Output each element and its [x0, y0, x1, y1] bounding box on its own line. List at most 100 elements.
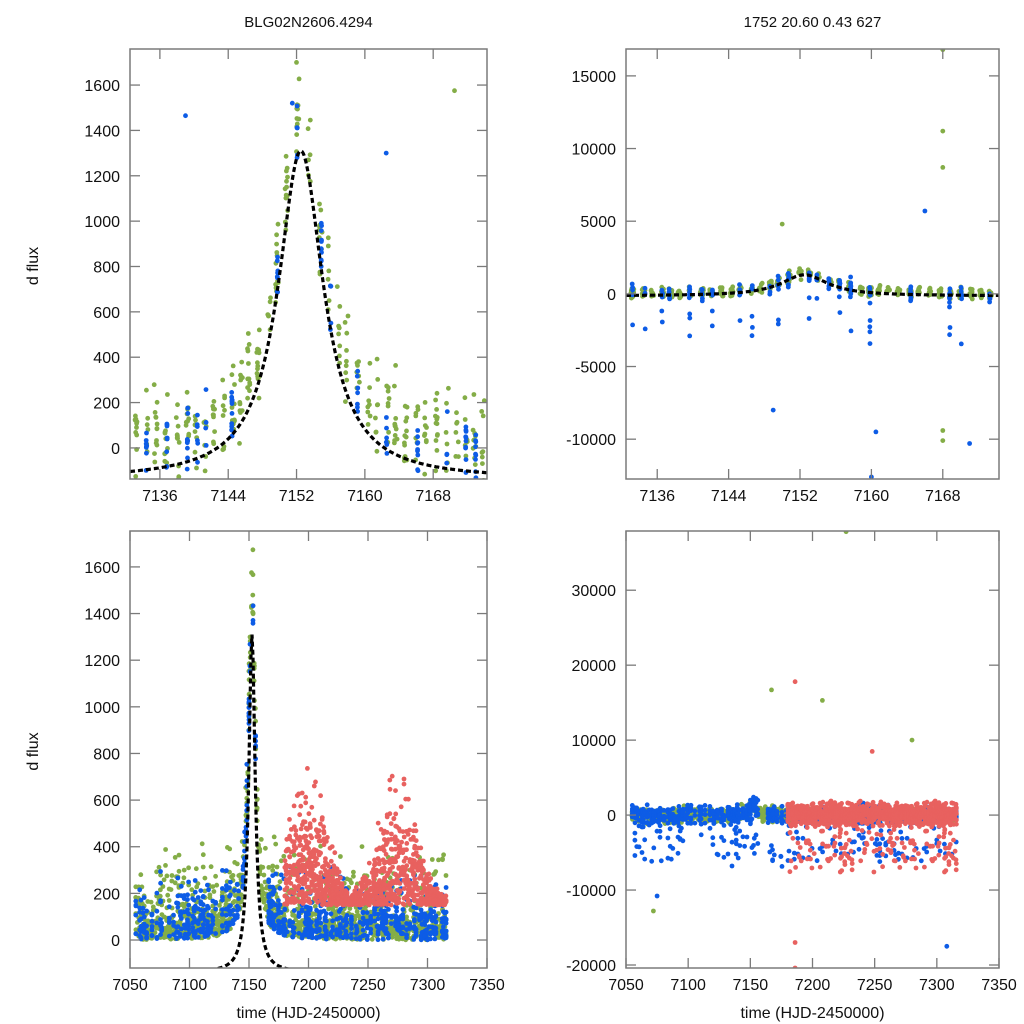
- data-point-red: [332, 850, 338, 856]
- data-point-green: [277, 879, 283, 885]
- data-point-green: [222, 407, 227, 413]
- x-tick-label: 7250: [350, 977, 386, 994]
- data-point-blue: [737, 282, 742, 287]
- data-point-green: [365, 409, 371, 415]
- data-point-blue: [271, 922, 277, 928]
- data-point-blue: [354, 929, 360, 935]
- data-point-blue: [354, 373, 360, 379]
- data-point-blue: [441, 924, 446, 930]
- data-point-green: [404, 428, 409, 434]
- data-point-blue: [282, 917, 288, 923]
- data-point-blue: [194, 422, 200, 427]
- data-point-blue: [394, 905, 399, 910]
- data-point-blue: [775, 273, 781, 279]
- data-point-blue: [154, 920, 160, 926]
- data-point-green: [472, 462, 478, 467]
- data-point-green: [210, 412, 216, 418]
- data-point-blue: [806, 295, 812, 301]
- data-point-green: [433, 397, 438, 403]
- data-point-blue: [338, 906, 343, 912]
- data-point-green: [132, 417, 138, 423]
- data-point-green: [354, 909, 360, 914]
- data-point-red: [407, 827, 412, 833]
- data-point-green: [175, 402, 180, 408]
- data-point-green: [336, 331, 341, 337]
- x-tick-label: 7160: [347, 488, 383, 505]
- data-point-green: [213, 873, 219, 879]
- data-point-green: [195, 881, 201, 886]
- data-point-blue: [282, 925, 288, 931]
- data-point-green: [940, 128, 946, 134]
- data-point-blue: [383, 920, 389, 926]
- data-point-red: [421, 868, 426, 873]
- y-tick-label: 1400: [84, 123, 120, 140]
- data-point-blue: [141, 914, 147, 920]
- data-point-blue: [143, 438, 149, 443]
- data-point-red: [401, 781, 407, 787]
- data-point-blue: [185, 445, 190, 451]
- data-point-blue: [323, 918, 329, 924]
- data-point-red: [400, 829, 406, 834]
- data-point-red: [305, 766, 310, 771]
- data-point-blue: [384, 415, 389, 420]
- data-point-green: [294, 132, 300, 138]
- data-point-red: [412, 822, 418, 828]
- data-point-red: [381, 869, 387, 874]
- data-point-green: [202, 468, 208, 474]
- data-point-green: [245, 331, 251, 336]
- data-point-blue: [383, 150, 389, 156]
- data-point-green: [234, 861, 240, 867]
- data-point-red: [412, 876, 418, 882]
- data-point-blue: [178, 926, 184, 932]
- data-point-green: [144, 387, 149, 393]
- data-point-blue: [275, 254, 280, 260]
- data-point-red: [284, 885, 290, 890]
- y-tick-label: 800: [93, 259, 120, 276]
- data-point-green: [386, 429, 391, 435]
- data-point-blue: [270, 899, 276, 905]
- data-point-green: [344, 330, 350, 336]
- data-point-green: [307, 152, 313, 158]
- data-point-blue: [355, 385, 361, 391]
- data-point-blue: [388, 921, 394, 926]
- data-point-blue: [786, 282, 791, 288]
- data-point-blue: [186, 922, 192, 928]
- data-point-red: [321, 842, 327, 848]
- data-point-green: [192, 449, 198, 455]
- data-point-green: [211, 441, 217, 447]
- data-point-blue: [318, 228, 324, 234]
- data-point-green: [275, 221, 281, 227]
- data-point-green: [318, 207, 324, 213]
- data-point-green: [444, 441, 450, 447]
- data-point-green: [717, 285, 723, 291]
- data-point-blue: [908, 284, 914, 290]
- data-point-green: [221, 917, 226, 923]
- data-point-red: [390, 864, 395, 870]
- data-point-green: [479, 409, 485, 414]
- data-point-green: [480, 461, 485, 466]
- data-point-green: [422, 400, 428, 405]
- data-point-green: [184, 389, 190, 395]
- data-point-blue: [667, 296, 672, 302]
- data-point-blue: [659, 319, 665, 325]
- data-point-blue: [428, 936, 433, 942]
- data-point-blue: [310, 935, 315, 941]
- data-point-green: [172, 855, 178, 860]
- data-point-red: [315, 861, 321, 867]
- data-point-blue: [375, 931, 381, 937]
- data-point-blue: [220, 929, 225, 935]
- data-point-green: [717, 291, 723, 296]
- data-point-green: [415, 407, 421, 412]
- data-point-red: [336, 869, 342, 875]
- data-point-blue: [166, 904, 172, 910]
- data-point-green: [471, 392, 477, 397]
- data-point-blue: [291, 925, 297, 931]
- data-point-green: [392, 421, 398, 427]
- data-point-blue: [250, 603, 256, 609]
- data-point-blue: [270, 918, 276, 924]
- data-point-green: [267, 299, 273, 305]
- data-point-blue: [433, 913, 439, 919]
- data-point-blue: [431, 909, 437, 915]
- data-point-blue: [775, 321, 781, 327]
